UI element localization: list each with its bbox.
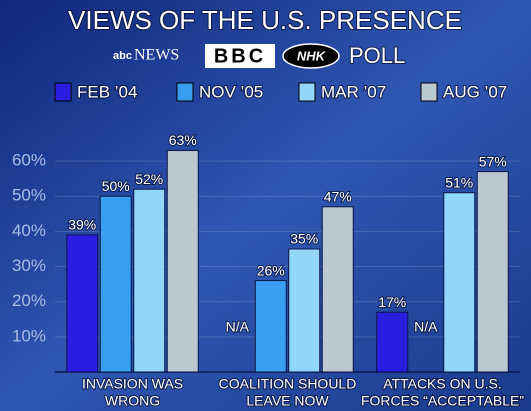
y-tick-label: 20%: [12, 291, 46, 310]
value-label: 51%: [445, 174, 473, 190]
legend-swatch: [176, 82, 194, 102]
x-tick-label: FORCES “ACCEPTABLE”: [361, 393, 524, 409]
bar: [321, 206, 354, 373]
y-tick-label: 50%: [12, 186, 46, 205]
value-label: 57%: [479, 153, 507, 169]
subtitle: POLL: [349, 43, 405, 68]
bar: [376, 311, 409, 373]
value-label: 52%: [135, 171, 163, 187]
legend-label: FEB ’04: [77, 82, 137, 101]
y-tick-label: 30%: [12, 256, 46, 275]
legend-swatch: [420, 82, 438, 102]
bar: [99, 195, 132, 373]
legend-label: AUG ’07: [443, 82, 507, 101]
value-label: 63%: [169, 132, 197, 148]
logo-box: [205, 44, 275, 68]
y-tick-label: 10%: [12, 326, 46, 345]
chart-title: VIEWS OF THE U.S. PRESENCE: [68, 5, 462, 35]
value-label: 35%: [290, 231, 318, 247]
x-tick-label: COALITION SHOULD: [219, 376, 357, 392]
value-label: N/A: [414, 319, 438, 335]
bar: [288, 248, 321, 373]
value-label: 50%: [102, 178, 130, 194]
bar: [66, 234, 99, 373]
legend-swatch: [298, 82, 316, 102]
source-logo: BBC: [214, 45, 266, 67]
value-label: 39%: [68, 217, 96, 233]
source-logo: NEWS: [134, 47, 179, 64]
source-logo: abc: [113, 50, 132, 62]
x-tick-label: INVASION WAS: [82, 376, 183, 392]
source-logo: NHK: [297, 48, 327, 63]
bar: [254, 280, 287, 373]
bar: [166, 150, 199, 373]
bar: [133, 188, 166, 373]
value-label: N/A: [226, 319, 250, 335]
bar: [443, 192, 476, 373]
legend-label: MAR ’07: [321, 82, 386, 101]
value-label: 26%: [257, 262, 285, 278]
bar: [476, 171, 509, 373]
value-label: 47%: [324, 188, 352, 204]
y-tick-label: 60%: [12, 151, 46, 170]
legend-swatch: [54, 82, 72, 102]
logo-ellipse: [282, 43, 340, 69]
legend-label: NOV ’05: [199, 82, 263, 101]
y-tick-label: 40%: [12, 221, 46, 240]
x-tick-label: WRONG: [105, 393, 160, 409]
value-label: 17%: [378, 294, 406, 310]
x-tick-label: LEAVE NOW: [246, 393, 329, 409]
x-tick-label: ATTACKS ON U.S.: [383, 376, 502, 392]
